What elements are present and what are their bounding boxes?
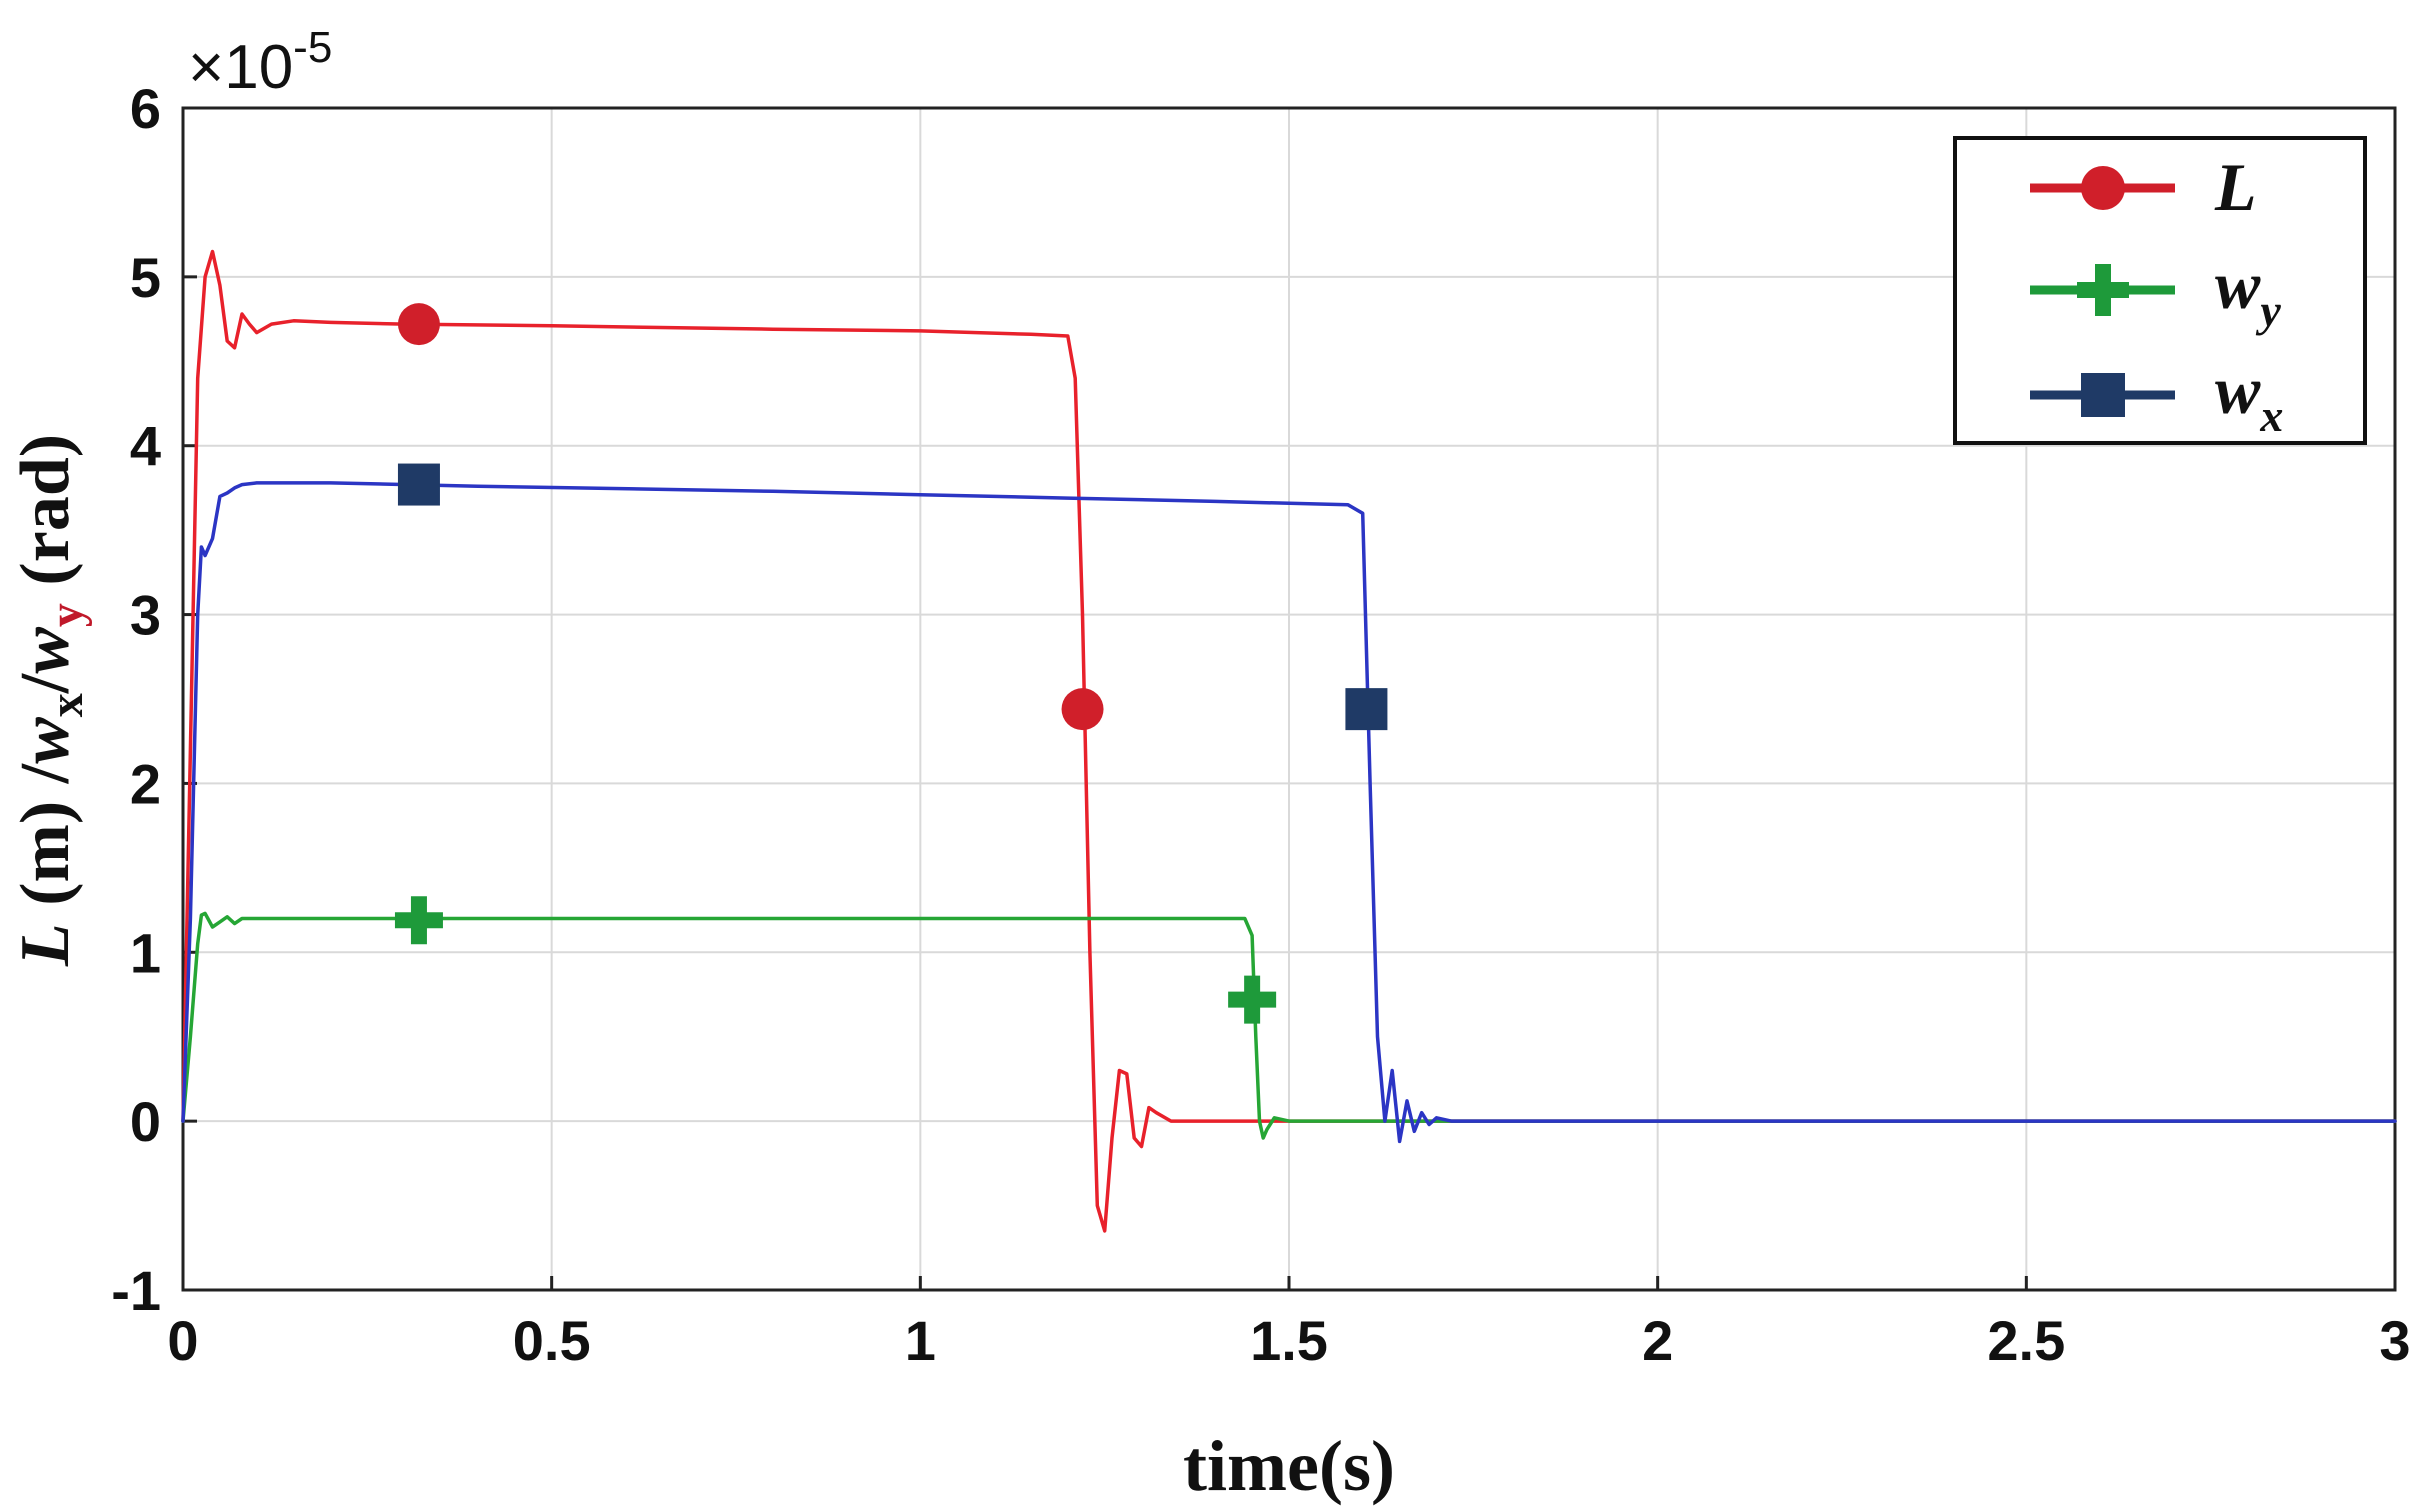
- y-tick-label: 1: [130, 921, 161, 984]
- y-tick-label: 2: [130, 752, 161, 815]
- series-marker-wx: [1345, 688, 1388, 731]
- series-marker-wy: [394, 896, 443, 945]
- y-tick-label: 5: [130, 246, 161, 309]
- y-tick-label: 3: [130, 584, 161, 647]
- x-tick-labels: 0 0.5 1 1.5 2 2.5 3: [167, 1309, 2410, 1372]
- y-label-wy-sub: y: [40, 603, 93, 627]
- series-line-wy: [181, 911, 2397, 1140]
- series-marker-l: [1061, 688, 1104, 731]
- legend-wy-label: wy: [2215, 247, 2281, 336]
- x-axis-label: time(s): [1183, 1426, 1395, 1506]
- legend: L wy wx: [1953, 136, 2367, 445]
- series-marker-wy: [1228, 975, 1277, 1024]
- y-label-suffix: (rad): [7, 434, 84, 603]
- series-group: [181, 249, 2397, 1233]
- y-label-wx-sub: x: [40, 693, 93, 717]
- legend-L-label: L: [2214, 149, 2257, 225]
- series-line-l: [181, 249, 2397, 1233]
- y-label-sep: /: [7, 672, 84, 694]
- series-marker-wx: [397, 463, 440, 506]
- y-tick-label: 4: [130, 415, 161, 478]
- legend-wy-marker: [2077, 264, 2129, 316]
- x-tick-label: 2: [1642, 1309, 1673, 1372]
- series-line-wx: [181, 481, 2397, 1144]
- y-label-wx: w: [7, 717, 84, 764]
- y-multiplier-base: ×10: [188, 33, 293, 102]
- y-multiplier-exponent: -5: [293, 23, 332, 72]
- legend-L-marker: [2081, 166, 2125, 210]
- legend-wx-marker: [2081, 373, 2125, 417]
- y-tick-label: 6: [130, 77, 161, 140]
- x-tick-label: 1.5: [1250, 1309, 1328, 1372]
- y-multiplier: ×10-5: [188, 23, 332, 102]
- x-tick-label: 2.5: [1987, 1309, 2065, 1372]
- plot-frame: [181, 106, 2397, 1292]
- x-tick-label: 3: [2379, 1309, 2410, 1372]
- series-marker-l: [397, 303, 440, 346]
- y-label-L: L: [7, 923, 84, 967]
- x-tick-label: 0: [167, 1309, 198, 1372]
- y-tick-label: -1: [111, 1259, 161, 1322]
- y-axis-label: L (m) /wx/wy (rad): [7, 434, 93, 967]
- y-label-unit: (m) /: [7, 762, 84, 923]
- y-label-wy: w: [7, 627, 84, 674]
- y-tick-labels: -1 0 1 2 3 4 5 6: [111, 77, 161, 1322]
- x-tick-label: 1: [905, 1309, 936, 1372]
- y-tick-label: 0: [130, 1090, 161, 1153]
- x-tick-label: 0.5: [513, 1309, 591, 1372]
